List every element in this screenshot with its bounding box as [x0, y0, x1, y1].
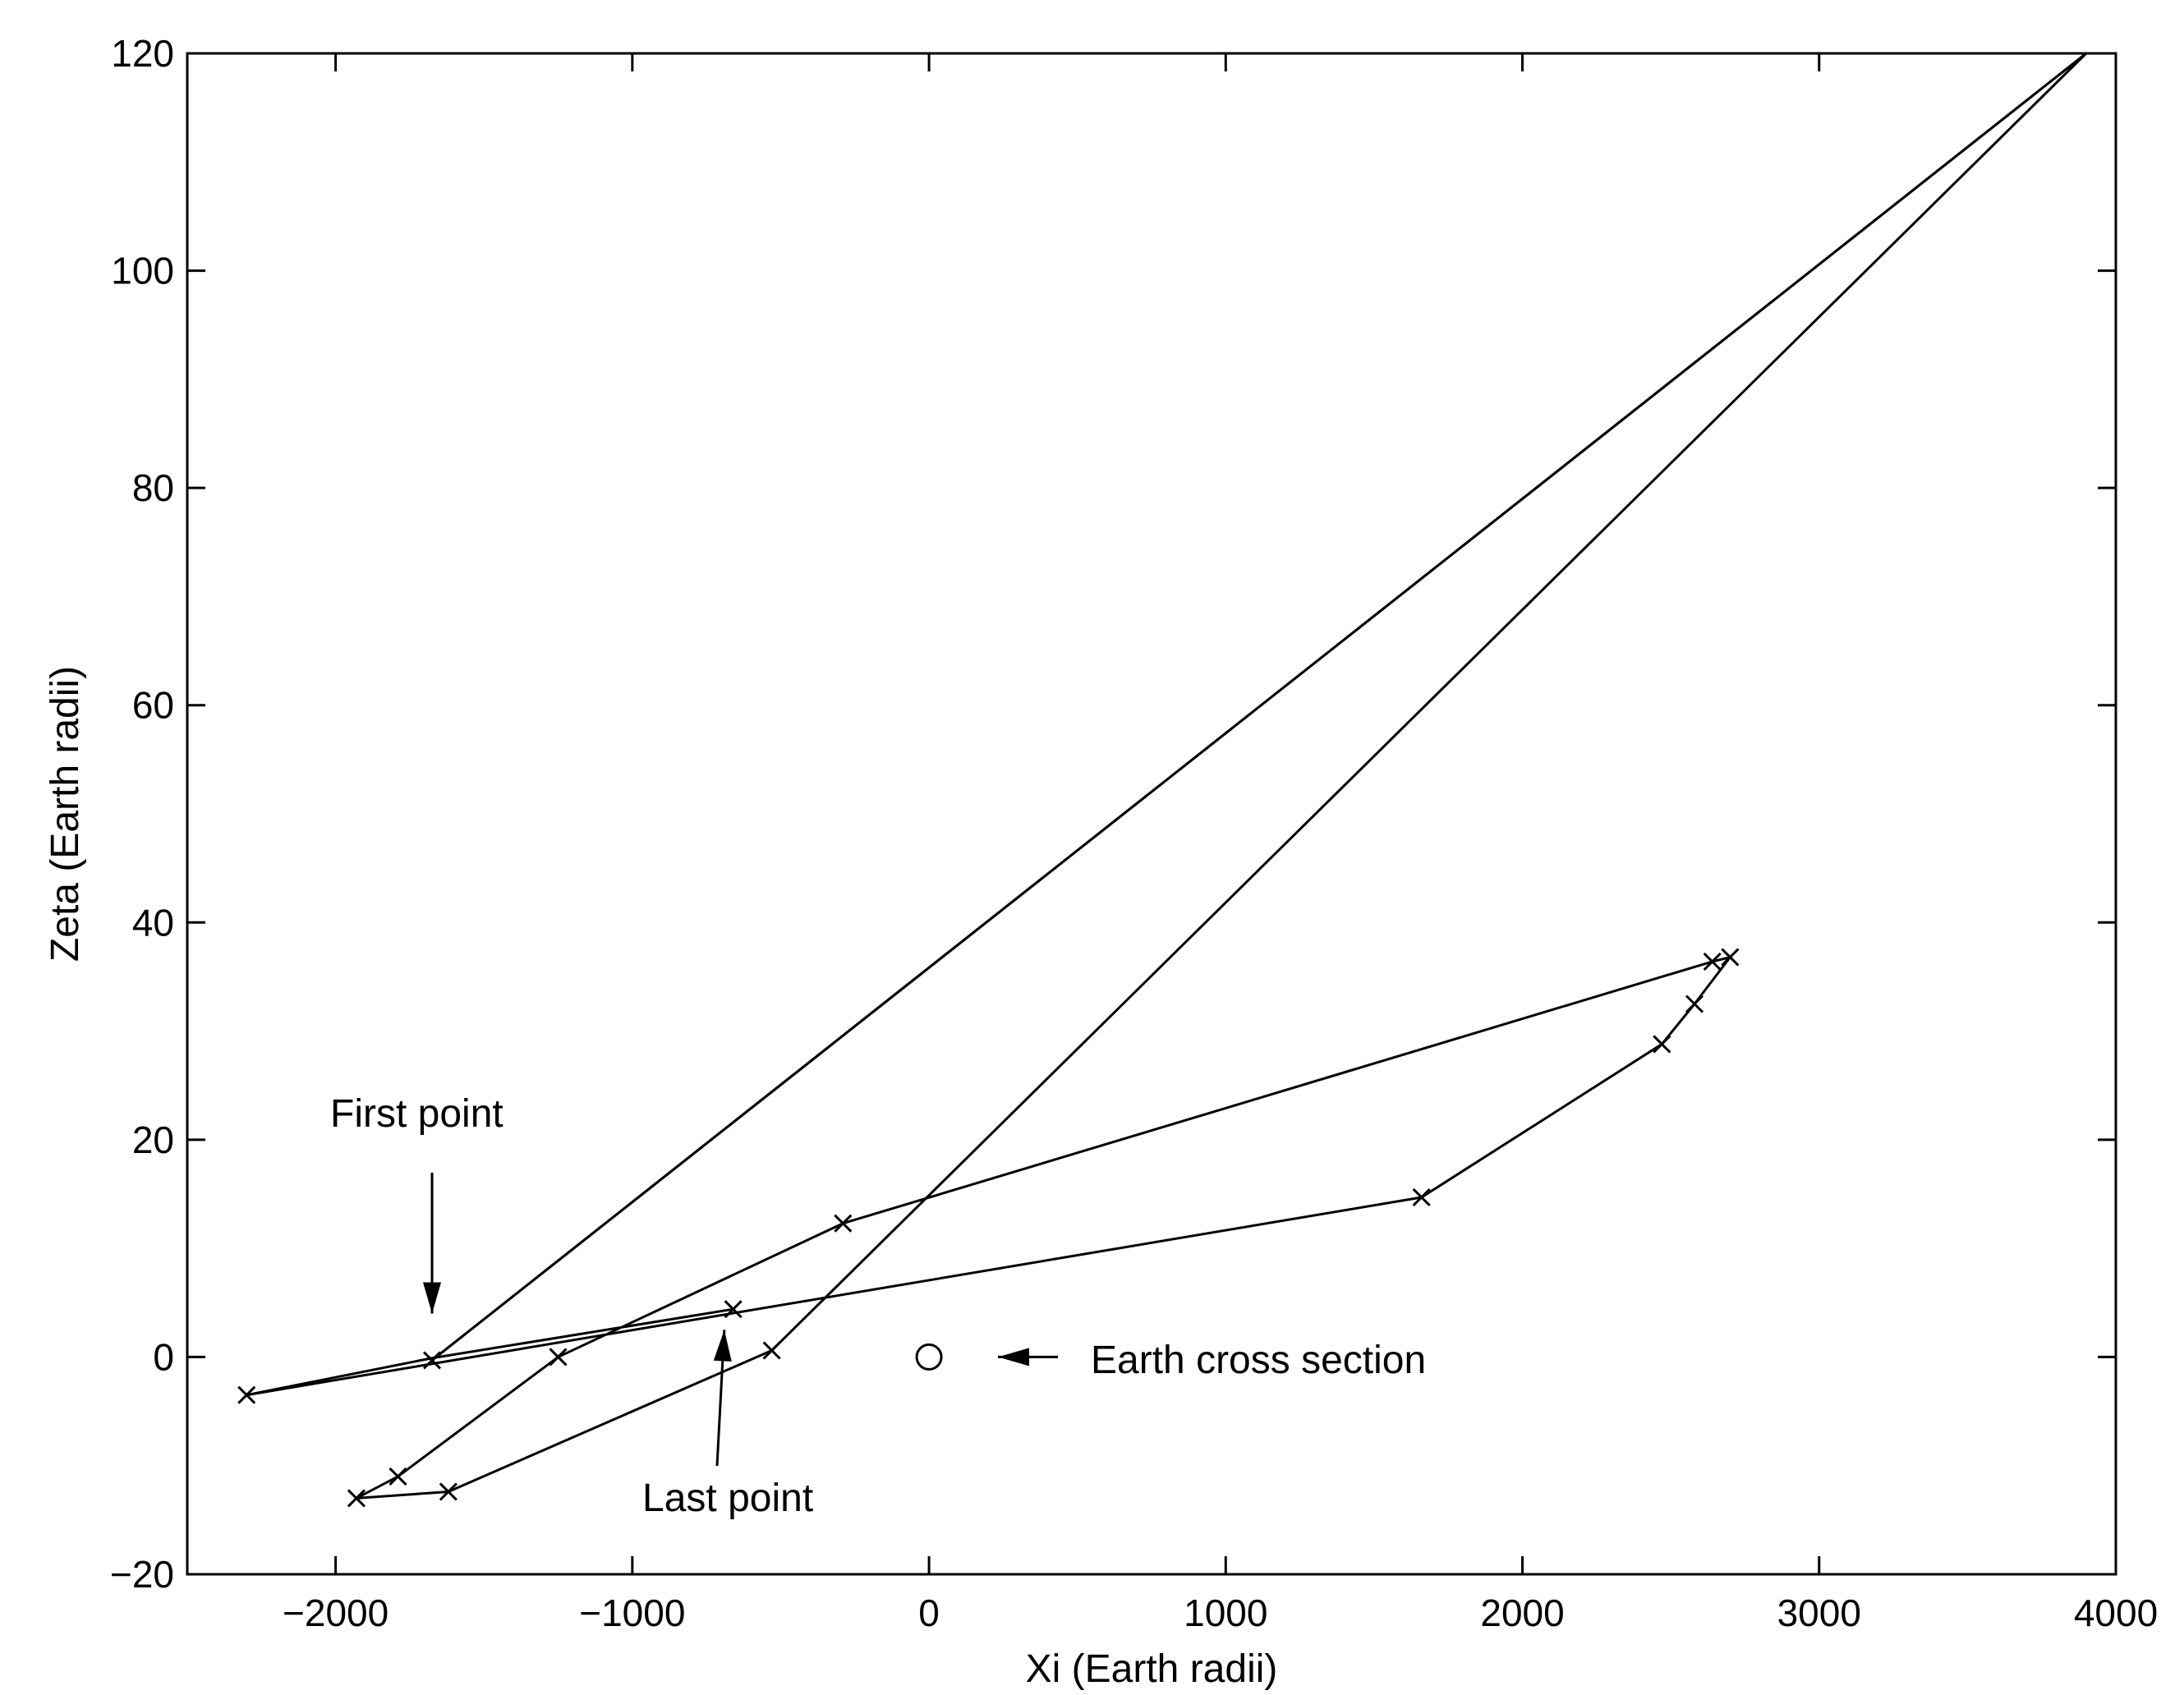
y-tick-label: 120	[111, 32, 174, 75]
x-marker	[834, 1214, 853, 1233]
x-axis-label: Xi (Earth radii)	[1026, 1647, 1278, 1691]
x-tick-label: 3000	[1777, 1592, 1861, 1634]
x-marker	[237, 1385, 256, 1404]
last-point-annotation: Last point	[642, 1477, 813, 1520]
y-tick-label: 60	[132, 684, 174, 727]
trajectory-line-2	[431, 52, 2087, 1362]
plot-lines	[245, 52, 2088, 1500]
plot-markers	[237, 948, 1740, 1508]
x-marker	[762, 1341, 781, 1360]
y-tick-label: 0	[153, 1335, 174, 1378]
x-tick-label: −1000	[579, 1592, 685, 1634]
x-axis-ticks: −2000 −1000 0 1000 2000 3000 4000	[283, 53, 2158, 1634]
earth-marker	[915, 1343, 943, 1371]
y-axis-label: Zeta (Earth radii)	[44, 666, 87, 962]
x-tick-label: 2000	[1480, 1592, 1564, 1634]
x-marker	[422, 1351, 442, 1370]
y-tick-label: 40	[132, 901, 174, 944]
trajectory-line-1	[245, 52, 2088, 1500]
plot-frame	[186, 52, 2117, 1576]
x-marker	[1412, 1187, 1431, 1207]
x-marker	[724, 1300, 743, 1319]
x-marker	[1703, 952, 1722, 971]
earth-cross-section-annotation: Earth cross section	[1091, 1339, 1426, 1382]
y-tick-label: 80	[132, 466, 174, 509]
y-tick-label: −20	[110, 1553, 174, 1596]
x-tick-label: 4000	[2074, 1592, 2158, 1634]
x-marker	[439, 1482, 457, 1501]
y-axis-ticks: −20 0 20 40 60 80 100 120	[110, 32, 2116, 1596]
earth-arrow-head	[998, 1348, 1029, 1367]
x-tick-label: 1000	[1184, 1592, 1267, 1634]
x-marker	[549, 1348, 568, 1367]
x-tick-label: 0	[918, 1592, 940, 1634]
x-marker	[1721, 948, 1740, 967]
x-marker	[389, 1467, 407, 1486]
x-marker	[1653, 1035, 1671, 1054]
y-tick-label: 20	[132, 1119, 174, 1161]
annotations: First point Last point Earth cross secti…	[330, 1092, 1426, 1520]
first-point-annotation: First point	[330, 1092, 503, 1136]
y-tick-label: 100	[111, 250, 174, 292]
x-marker	[1685, 994, 1704, 1013]
x-tick-label: −2000	[283, 1592, 389, 1634]
first-point-arrow-head	[423, 1282, 442, 1314]
last-point-arrow-head	[713, 1330, 732, 1362]
x-marker	[347, 1489, 366, 1508]
